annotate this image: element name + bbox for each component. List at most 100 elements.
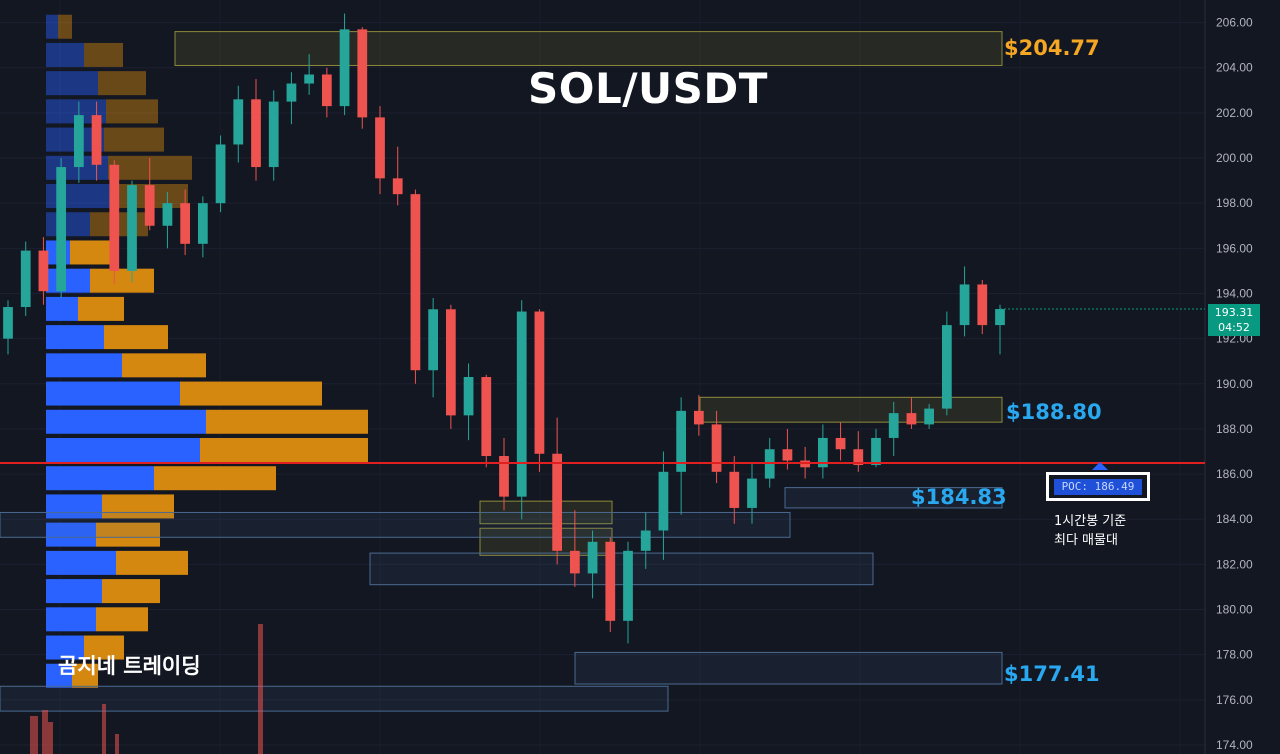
volume-profile-sell-bar xyxy=(102,579,160,604)
poc-label: POC: 186.49 xyxy=(1054,479,1142,495)
volume-profile-sell-bar xyxy=(206,409,368,434)
y-tick-label: 184.00 xyxy=(1216,512,1253,526)
volume-profile-sell-bar xyxy=(102,494,174,519)
volume-profile-sell-bar xyxy=(104,325,168,350)
candle-body xyxy=(215,144,226,204)
volume-profile-buy-bar xyxy=(46,437,200,462)
y-tick-label: 198.00 xyxy=(1216,196,1253,210)
y-tick-label: 202.00 xyxy=(1216,106,1253,120)
candle-body xyxy=(693,410,704,425)
volume-profile-sell-bar xyxy=(106,99,158,124)
candle-body xyxy=(534,311,545,454)
candle-body xyxy=(357,29,368,118)
candle-body xyxy=(38,250,49,292)
zone-box xyxy=(0,511,791,538)
volume-profile-buy-bar xyxy=(46,42,84,67)
y-tick-label: 180.00 xyxy=(1216,603,1253,617)
y-tick-label: 194.00 xyxy=(1216,286,1253,300)
candle-body xyxy=(268,101,279,168)
y-tick-label: 204.00 xyxy=(1216,61,1253,75)
volume-profile-sell-bar xyxy=(104,127,164,152)
candle-body xyxy=(180,203,191,244)
candle-body xyxy=(711,424,722,472)
poc-note: 1시간봉 기준 최다 매물대 xyxy=(1054,512,1126,550)
volume-profile-sell-bar xyxy=(96,522,160,547)
volume-bar xyxy=(258,624,263,754)
volume-profile-buy-bar xyxy=(46,325,104,350)
volume-profile-sell-bar xyxy=(180,381,322,406)
candle-body xyxy=(127,185,137,271)
candle-body xyxy=(888,413,899,438)
candle-body xyxy=(552,453,563,551)
candle-body xyxy=(977,284,988,326)
volume-profile-buy-bar xyxy=(46,296,78,321)
volume-bar xyxy=(115,734,119,754)
candle-body xyxy=(162,203,173,226)
y-tick-label: 196.00 xyxy=(1216,241,1253,255)
poc-note-line-1: 1시간봉 기준 xyxy=(1054,514,1127,529)
volume-profile-buy-bar xyxy=(46,409,206,434)
candle-body xyxy=(428,309,439,371)
y-tick-label: 182.00 xyxy=(1216,557,1253,571)
level-label-177: $177.41 xyxy=(1004,661,1100,686)
chart-title: SOL/USDT xyxy=(528,64,768,113)
candle-body xyxy=(73,115,84,168)
candle-body xyxy=(747,478,757,508)
candle-body xyxy=(499,456,509,497)
candle-body xyxy=(233,99,244,145)
zone-box xyxy=(369,552,874,586)
candle-body xyxy=(375,117,385,179)
volume-profile-buy-bar xyxy=(46,381,180,406)
zone-box xyxy=(699,396,1003,423)
volume-profile-buy-bar xyxy=(46,663,72,688)
volume-profile-sell-bar xyxy=(84,635,124,660)
volume-profile-sell-bar xyxy=(90,268,154,293)
candle-body xyxy=(995,309,1005,326)
volume-profile-sell-bar xyxy=(122,353,206,378)
poc-badge: POC: 186.49 xyxy=(1046,472,1150,501)
current-price: 193.31 xyxy=(1214,306,1254,319)
candle-body xyxy=(463,377,474,416)
candle-body xyxy=(569,550,580,574)
poc-note-line-2: 최다 매물대 xyxy=(1054,533,1118,548)
candle-body xyxy=(20,250,31,308)
candle-body xyxy=(516,311,527,497)
candle-body xyxy=(410,194,421,371)
volume-profile-buy-bar xyxy=(46,494,102,519)
candle-body xyxy=(729,471,740,508)
candle-body xyxy=(197,203,208,244)
volume-profile-buy-bar xyxy=(46,635,84,660)
candle-body xyxy=(481,377,492,457)
candle-body xyxy=(924,408,935,425)
level-label-204: $204.77 xyxy=(1004,36,1100,61)
y-tick-label: 174.00 xyxy=(1216,738,1253,752)
y-tick-label: 190.00 xyxy=(1216,377,1253,391)
volume-profile-sell-bar xyxy=(96,607,148,632)
y-tick-label: 200.00 xyxy=(1216,151,1253,165)
volume-profile-sell-bar xyxy=(58,14,72,39)
volume-profile-buy-bar xyxy=(46,212,90,237)
volume-profile-buy-bar xyxy=(46,522,96,547)
volume-profile-buy-bar xyxy=(46,71,98,96)
level-label-184: $184.83 xyxy=(911,485,1007,510)
zone-box xyxy=(174,31,1003,66)
candle-body xyxy=(817,437,828,468)
y-tick-label: 178.00 xyxy=(1216,648,1253,662)
candle-body xyxy=(445,309,456,416)
volume-profile-sell-bar xyxy=(116,550,188,575)
volume-profile-sell-bar xyxy=(78,296,124,321)
candle-body xyxy=(321,74,332,107)
y-tick-label: 206.00 xyxy=(1216,16,1253,30)
candle-body xyxy=(392,178,403,195)
volume-profile-sell-bar xyxy=(70,240,116,265)
candle-body xyxy=(640,530,651,551)
volume-profile-buy-bar xyxy=(46,466,154,491)
volume-profile-sell-bar xyxy=(200,437,368,462)
candle-body xyxy=(3,307,13,339)
zone-box xyxy=(0,685,669,712)
candle-countdown: 04:52 xyxy=(1218,321,1250,334)
volume-bar xyxy=(102,704,106,754)
candle-body xyxy=(251,99,261,168)
candle-body xyxy=(144,185,155,226)
